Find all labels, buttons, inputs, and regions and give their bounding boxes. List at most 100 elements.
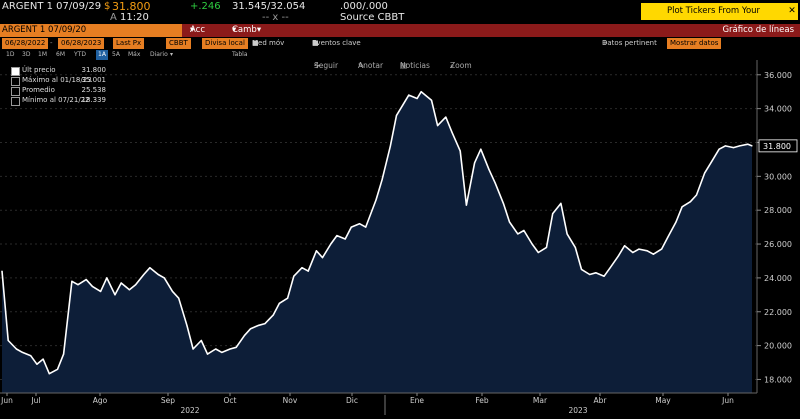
data-point bbox=[689, 201, 692, 203]
period-button[interactable]: 1D bbox=[6, 51, 15, 58]
crosshair-icon: ✢ bbox=[314, 61, 321, 70]
plot-tickers-button[interactable]: Plot Tickers From Your Worksheets bbox=[641, 3, 786, 33]
data-point bbox=[215, 348, 217, 350]
data-point bbox=[704, 172, 706, 174]
data-point bbox=[675, 221, 677, 223]
data-point bbox=[667, 236, 669, 238]
last-price-marker bbox=[758, 139, 798, 153]
data-point bbox=[7, 339, 9, 342]
period-button[interactable]: Máx bbox=[128, 51, 141, 58]
security-field[interactable]: ARGENT 1 07/09/20 bbox=[0, 24, 182, 37]
period-button[interactable]: 1A bbox=[96, 50, 108, 60]
data-point bbox=[56, 368, 59, 370]
x-tick-label: Jun bbox=[0, 396, 13, 405]
x-tick-label: Ago bbox=[93, 396, 108, 405]
follow-tool[interactable]: ✢ Seguir bbox=[314, 60, 338, 72]
data-pertinent-label: Datos pertinent bbox=[602, 39, 657, 47]
period-button[interactable]: 6M bbox=[56, 51, 65, 58]
data-point bbox=[106, 277, 108, 279]
period-button[interactable]: Diario bbox=[150, 51, 168, 58]
data-point bbox=[350, 226, 352, 228]
data-point bbox=[430, 99, 433, 101]
key-events-toggle[interactable]: ■ Eventos clave bbox=[312, 38, 361, 49]
legend-value: 25.538 bbox=[81, 86, 107, 94]
start-date-input[interactable]: 06/28/2022 bbox=[2, 38, 49, 49]
data-point bbox=[120, 282, 122, 284]
period-button[interactable]: Tabla bbox=[232, 51, 248, 58]
data-point bbox=[192, 348, 194, 350]
edit-data-button[interactable]: Mostrar datos bbox=[667, 38, 722, 49]
data-point bbox=[574, 246, 576, 248]
chart-legend: Últ precio 31.800 Máximo al 01/18/23 35.001… bbox=[8, 66, 106, 110]
close-icon[interactable]: ✕ bbox=[786, 3, 798, 20]
data-point bbox=[178, 297, 180, 299]
annotate-tool[interactable]: ✎ Anotar bbox=[358, 60, 383, 72]
data-point bbox=[77, 284, 79, 286]
camb-menu[interactable]: ▾ Camb ▾ bbox=[232, 24, 261, 37]
legend-entry[interactable]: Máximo al 01/18/23 35.001 bbox=[8, 76, 106, 86]
data-point bbox=[395, 114, 398, 116]
data-point bbox=[336, 235, 338, 237]
data-point bbox=[609, 267, 611, 269]
data-point bbox=[552, 213, 554, 215]
data-point bbox=[420, 91, 422, 93]
bid-ask-size: .000/.000 bbox=[340, 1, 388, 12]
data-point bbox=[402, 104, 404, 106]
data-point bbox=[315, 250, 317, 252]
checkbox-icon: ■ bbox=[252, 39, 259, 47]
legend-entry[interactable]: Promedio 25.538 bbox=[8, 86, 107, 96]
end-date-input[interactable]: 06/28/2023 bbox=[58, 38, 105, 49]
data-point bbox=[445, 116, 447, 118]
function-bar: ARGENT 1 07/09/20 ▾ Acc ▾ Camb ▾ Gráfico… bbox=[0, 24, 800, 37]
legend-label: Mínimo al 07/21/22 bbox=[22, 96, 90, 104]
line-chart[interactable]: 18.000 20.000 22.000 24.000 26.000 28.000 30.0… bbox=[0, 60, 800, 419]
moving-average-toggle[interactable]: ■ Med móv bbox=[252, 38, 284, 49]
zoom-tool[interactable]: ⌕ Zoom bbox=[450, 60, 472, 72]
data-point bbox=[143, 273, 145, 276]
legend-entry[interactable]: Últ precio 31.800 bbox=[8, 66, 106, 76]
data-point bbox=[321, 257, 324, 259]
legend-checkbox[interactable] bbox=[11, 97, 20, 106]
legend-checkbox[interactable] bbox=[11, 87, 20, 96]
legend-entry[interactable]: Mínimo al 07/21/22 18.339 bbox=[8, 96, 106, 106]
actions-label: Acc bbox=[190, 25, 206, 35]
legend-checkbox[interactable] bbox=[11, 77, 20, 86]
data-point bbox=[330, 243, 332, 245]
zoom-label: Zoom bbox=[450, 61, 472, 70]
period-button[interactable]: 1M bbox=[38, 51, 47, 58]
x-tick-label: Dic bbox=[346, 396, 358, 405]
period-button[interactable]: 5A bbox=[112, 51, 120, 58]
data-point bbox=[710, 162, 712, 164]
data-point bbox=[157, 273, 159, 276]
period-button[interactable]: 3D bbox=[22, 51, 31, 58]
data-point bbox=[416, 97, 418, 100]
data-point bbox=[365, 226, 367, 228]
caret-down-icon: ▾ bbox=[256, 25, 262, 35]
data-point bbox=[200, 339, 202, 342]
legend-checkbox[interactable] bbox=[11, 67, 20, 76]
field-select[interactable]: Last Px bbox=[113, 38, 145, 49]
data-point bbox=[42, 358, 44, 360]
data-point bbox=[206, 353, 209, 355]
period-button[interactable]: YTD bbox=[74, 51, 86, 58]
data-pertinent-toggle[interactable]: + Datos pertinent bbox=[602, 38, 657, 49]
x-tick-label: Abr bbox=[594, 396, 608, 405]
data-point bbox=[287, 297, 289, 299]
news-tool[interactable]: ▤ Noticias bbox=[400, 60, 430, 72]
currency-select[interactable]: Divisa local bbox=[202, 38, 248, 49]
size-separator: -- x -- bbox=[262, 12, 289, 23]
period-button[interactable]: ▾ bbox=[170, 51, 174, 58]
legend-label: Máximo al 01/18/23 bbox=[22, 76, 92, 84]
data-point bbox=[272, 314, 274, 316]
ticker-label[interactable]: ARGENT 1 07/09/29 bbox=[2, 1, 102, 12]
data-point bbox=[537, 251, 539, 254]
actions-menu[interactable]: ▾ Acc bbox=[190, 24, 205, 37]
data-point bbox=[1, 270, 3, 272]
source-select[interactable]: CBBT bbox=[166, 38, 191, 49]
data-point bbox=[474, 162, 476, 164]
data-point bbox=[661, 248, 663, 250]
data-point bbox=[229, 348, 231, 350]
x-tick-label: Jul bbox=[30, 396, 40, 405]
data-point bbox=[301, 267, 303, 269]
last-price: 31.800 bbox=[112, 0, 151, 13]
